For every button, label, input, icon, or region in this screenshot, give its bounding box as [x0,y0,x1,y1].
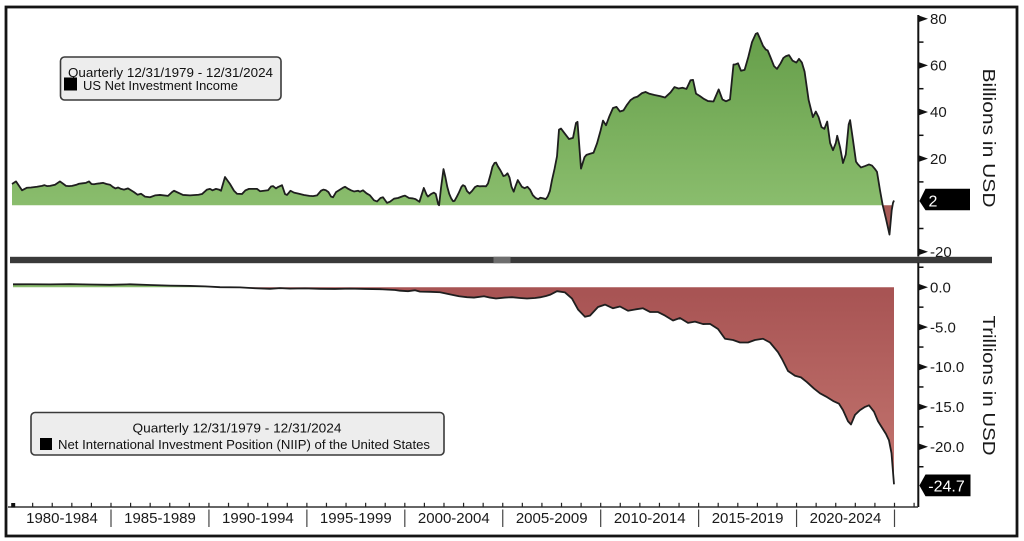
svg-text:Net International Investment P: Net International Investment Position (N… [58,437,431,452]
svg-text:60: 60 [930,58,947,75]
svg-text:1980-1984: 1980-1984 [26,510,98,527]
svg-text:2020-2024: 2020-2024 [810,510,882,527]
svg-text:Quarterly 12/31/1979 - 12/31/2: Quarterly 12/31/1979 - 12/31/2024 [68,65,273,80]
svg-text:2015-2019: 2015-2019 [712,510,784,527]
svg-text:-15.0: -15.0 [930,399,964,416]
svg-text:80: 80 [930,11,947,28]
svg-text:2000-2004: 2000-2004 [418,510,490,527]
svg-text:Billions in USD: Billions in USD [979,69,999,208]
svg-text:1985-1989: 1985-1989 [124,510,196,527]
svg-text:Quarterly 12/31/1979 - 12/31/2: Quarterly 12/31/1979 - 12/31/2024 [133,421,342,436]
svg-text:1995-1999: 1995-1999 [320,510,392,527]
svg-text:-20: -20 [930,244,952,261]
svg-text:US Net Investment Income: US Net Investment Income [83,78,238,93]
svg-text:-20.0: -20.0 [930,439,964,456]
svg-text:20: 20 [930,151,947,168]
svg-text:-10.0: -10.0 [930,359,964,376]
svg-text:1990-1994: 1990-1994 [222,510,294,527]
svg-text:0.0: 0.0 [930,279,951,296]
svg-text:-24.7: -24.7 [928,479,965,496]
svg-text:2005-2009: 2005-2009 [516,510,588,527]
svg-text:2010-2014: 2010-2014 [614,510,686,527]
svg-text:40: 40 [930,104,947,121]
svg-text:-5.0: -5.0 [930,319,956,336]
svg-text:Trillions in USD: Trillions in USD [979,316,999,456]
svg-text:2: 2 [929,193,938,210]
